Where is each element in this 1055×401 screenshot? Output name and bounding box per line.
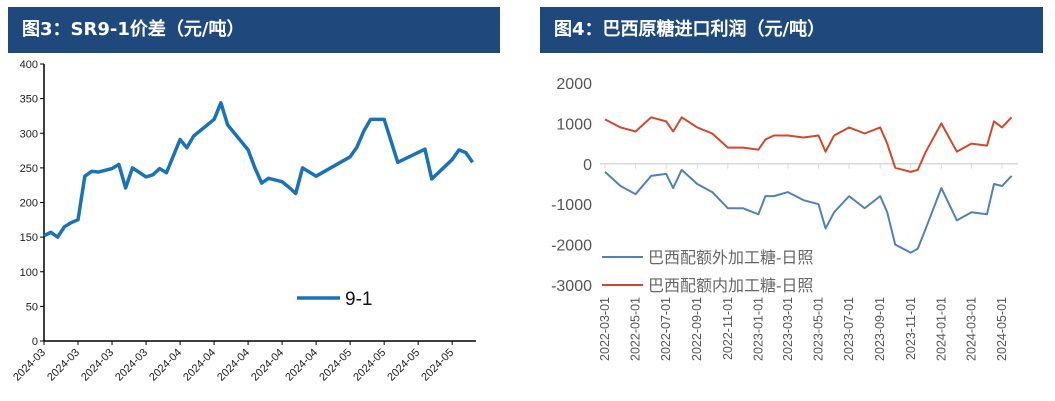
chart3-y-tick-label: 150 xyxy=(20,232,38,244)
chart4-y-tick-label: 1000 xyxy=(556,116,592,133)
chart3-x-tick-label: 2024-05 xyxy=(385,347,422,384)
chart4-x-tick-label: 2022-03-01 xyxy=(598,297,612,361)
chart3-title: 图3：SR9-1价差（元/吨） xyxy=(22,19,245,40)
chart3-x-tick-label: 2024-05 xyxy=(419,347,456,384)
chart3-legend-label: 9-1 xyxy=(345,289,372,310)
chart4-legend-label: 巴西配额外加工糖-日照 xyxy=(648,248,813,267)
chart4-x-tick-label: 2022-05-01 xyxy=(629,297,643,361)
chart3-x-tick-label: 2024-04 xyxy=(181,347,218,384)
chart3-y-tick-label: 50 xyxy=(26,301,38,313)
chart3-x-tick-label: 2024-04 xyxy=(147,347,184,384)
chart4-series-line xyxy=(604,168,1013,254)
chart3-x-tick-label: 2024-05 xyxy=(317,347,354,384)
chart4-y-tick-label: -3000 xyxy=(551,278,592,295)
chart4-x-tick-label: 2023-11-01 xyxy=(904,297,918,360)
chart3-y-tick-label: 250 xyxy=(20,163,38,175)
chart3-x-tick-label: 2024-03 xyxy=(79,347,116,384)
chart4-x-tick-label: 2022-09-01 xyxy=(690,297,704,361)
chart3-series-line xyxy=(43,101,475,239)
chart4-y-tick-label: -1000 xyxy=(551,197,592,214)
chart3-x-tick-label: 2024-05 xyxy=(351,347,388,384)
chart4-title: 图4：巴西原糖进口利润（元/吨） xyxy=(554,19,826,40)
chart4-y-tick-label: -2000 xyxy=(551,238,592,255)
chart4-x-tick-label: 2023-07-01 xyxy=(842,297,856,361)
chart4-x-tick-label: 2024-05-01 xyxy=(995,297,1009,361)
chart3-y-tick-label: 200 xyxy=(20,198,38,210)
chart4-x-tick-label: 2022-11-01 xyxy=(721,297,735,360)
chart4-x-tick-label: 2022-07-01 xyxy=(659,297,673,361)
chart3-x-tick-label: 2024-04 xyxy=(249,347,286,384)
chart4-x-tick-label: 2023-09-01 xyxy=(873,297,887,361)
chart3-y-tick-label: 300 xyxy=(20,128,38,140)
chart3-y-tick-label: 350 xyxy=(20,94,38,106)
chart4-x-tick-label: 2023-03-01 xyxy=(781,297,795,361)
chart3-title-bar: 图3：SR9-1价差（元/吨） xyxy=(8,7,500,53)
chart4-y-tick-label: 0 xyxy=(583,157,592,174)
chart4-series-line xyxy=(604,116,1013,173)
chart4-x-tick-label: 2024-01-01 xyxy=(934,297,948,361)
chart4-x-tick-label: 2023-01-01 xyxy=(751,297,765,361)
chart4-legend-label: 巴西配额内加工糖-日照 xyxy=(648,276,813,295)
chart4-y-tick-label: 2000 xyxy=(556,76,592,93)
chart4-x-tick-label: 2024-03-01 xyxy=(964,297,978,361)
chart3-x-tick-label: 2024-03 xyxy=(45,347,82,384)
chart3-x-tick-label: 2024-04 xyxy=(215,347,252,384)
chart3-x-tick-label: 2024-04 xyxy=(283,347,320,384)
chart4-x-tick-label: 2023-05-01 xyxy=(812,297,826,361)
chart3-x-tick-label: 2024-03 xyxy=(11,347,48,384)
chart4-title-bar: 图4：巴西原糖进口利润（元/吨） xyxy=(540,7,1043,53)
chart3-x-tick-label: 2024-03 xyxy=(113,347,150,384)
chart3-y-tick-label: 100 xyxy=(20,267,38,279)
chart3-y-tick-label: 400 xyxy=(20,59,38,71)
chart3-y-tick-label: 0 xyxy=(32,336,38,348)
